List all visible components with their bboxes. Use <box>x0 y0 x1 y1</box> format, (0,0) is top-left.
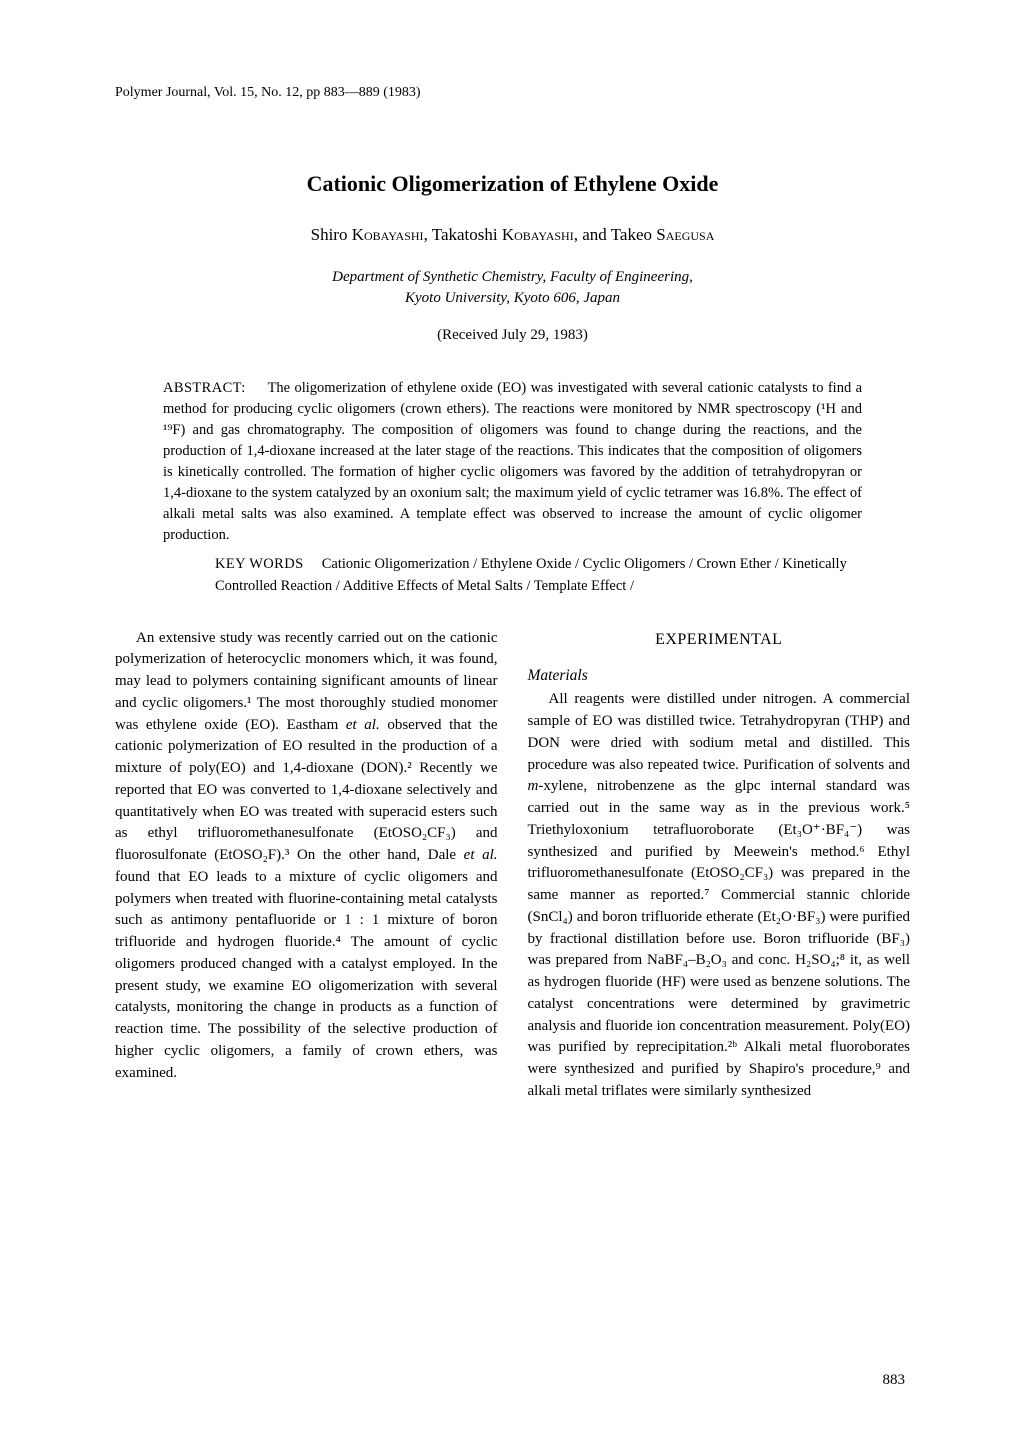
keywords-body: Cationic Oligomerization / Ethylene Oxid… <box>215 556 847 594</box>
abstract-lead: ABSTRACT: <box>163 380 246 396</box>
article-title: Cationic Oligomerization of Ethylene Oxi… <box>115 171 910 197</box>
affiliation-line1: Department of Synthetic Chemistry, Facul… <box>332 269 693 285</box>
left-column: An extensive study was recently carried … <box>115 628 498 1103</box>
abstract: ABSTRACT: The oligomerization of ethylen… <box>163 378 862 546</box>
received-date: (Received July 29, 1983) <box>115 327 910 344</box>
intro-paragraph: An extensive study was recently carried … <box>115 628 498 1085</box>
experimental-heading: EXPERIMENTAL <box>528 628 911 651</box>
affiliation: Department of Synthetic Chemistry, Facul… <box>115 267 910 309</box>
running-header: Polymer Journal, Vol. 15, No. 12, pp 883… <box>115 85 910 101</box>
affiliation-line2: Kyoto University, Kyoto 606, Japan <box>405 290 620 306</box>
materials-heading: Materials <box>528 665 911 687</box>
materials-paragraph: All reagents were distilled under nitrog… <box>528 689 911 1102</box>
keywords-lead: KEY WORDS <box>215 556 304 572</box>
right-column: EXPERIMENTAL Materials All reagents were… <box>528 628 911 1103</box>
page-number: 883 <box>883 1372 906 1389</box>
body-columns: An extensive study was recently carried … <box>115 628 910 1103</box>
authors: Shiro Kobayashi, Takatoshi Kobayashi, an… <box>115 225 910 245</box>
keywords: KEY WORDS Cationic Oligomerization / Eth… <box>215 554 862 598</box>
abstract-body: The oligomerization of ethylene oxide (E… <box>163 380 862 543</box>
